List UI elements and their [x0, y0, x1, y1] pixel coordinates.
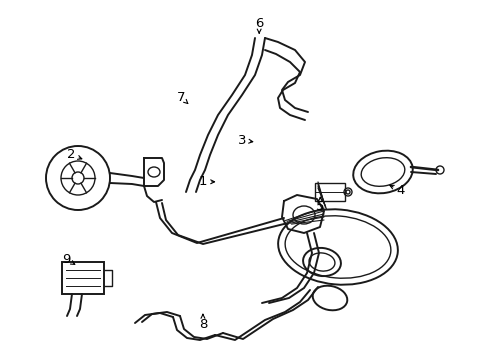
Text: 6: 6 — [254, 17, 263, 30]
Text: 9: 9 — [61, 253, 70, 266]
Text: 4: 4 — [396, 184, 405, 197]
Text: 1: 1 — [198, 175, 207, 188]
Text: 3: 3 — [237, 134, 246, 147]
Text: 8: 8 — [198, 318, 207, 330]
Text: 2: 2 — [66, 148, 75, 161]
Text: 5: 5 — [315, 201, 324, 213]
Text: 7: 7 — [176, 91, 185, 104]
Bar — [314, 183, 345, 201]
Bar — [62, 262, 104, 294]
